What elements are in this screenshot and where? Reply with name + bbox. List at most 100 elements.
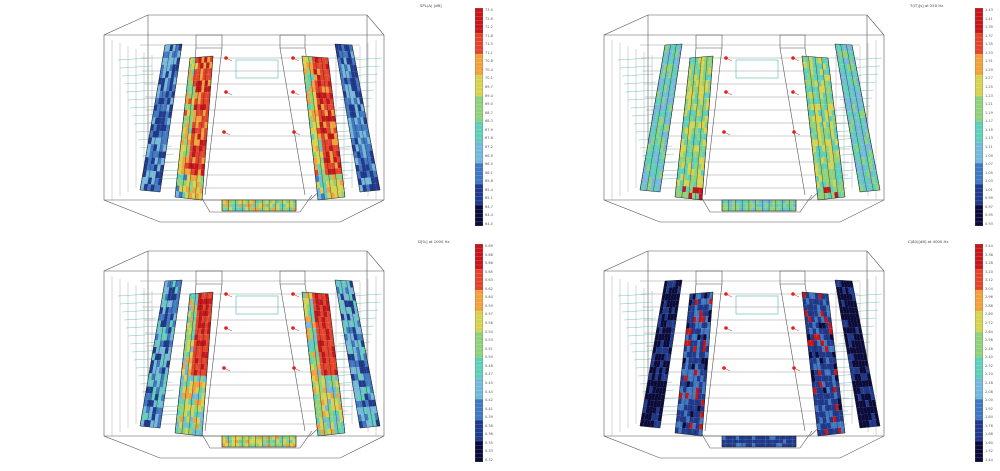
colorbar-tick-label: 0.60 xyxy=(485,295,493,300)
heatmap-inner-left xyxy=(674,55,714,201)
colorbar-tick-label: 64.4 xyxy=(485,213,493,218)
colorbar-tick-label: 2.48 xyxy=(985,346,993,351)
colorbar-tick-label: 71.1 xyxy=(485,50,493,55)
colorbar-ticks-d50: 0.69 0.68 0.66 0.65 0.63 0.62 0.60 0.59 0.57 0.56… xyxy=(485,244,500,462)
colorbar-tick-label: 0.57 xyxy=(485,312,493,317)
colorbar-tick-label: 1.44 xyxy=(985,458,993,462)
heatmap-stage xyxy=(221,435,297,448)
colorbar-tick-label: 0.65 xyxy=(485,269,493,274)
colorbar-tick-label: 72.2 xyxy=(485,25,493,30)
scene-c80 xyxy=(603,250,885,459)
colorbar-tick-label: 1.37 xyxy=(985,33,993,38)
colorbar-title-spl: SPL(A) [dB] xyxy=(420,3,442,8)
colorbar-tick-label: 65.8 xyxy=(485,179,493,184)
colorbar-tick-label: 1.11 xyxy=(985,144,993,149)
heatmap-stage xyxy=(221,199,297,212)
colorbar-tick-label: 3.12 xyxy=(985,278,993,283)
heatmap-stage xyxy=(721,199,797,212)
colorbar-tick-label: 67.6 xyxy=(485,136,493,141)
heatmap-inner-right xyxy=(301,55,346,201)
panel-t30: T(IT)[s] at 250 Hz 1.43 1.41 1.39 1.37 1.35 1… xyxy=(500,0,1000,235)
heatmap-inner-right xyxy=(301,291,346,437)
colorbar-tick-label: 69.7 xyxy=(485,85,493,90)
colorbar-c80 xyxy=(975,244,983,462)
colorbar-tick-label: 71.8 xyxy=(485,33,493,38)
heatmap-inner-left xyxy=(674,291,714,437)
colorbar-tick-label: 1.05 xyxy=(985,170,993,175)
colorbar-tick-label: 2.56 xyxy=(985,338,993,343)
colorbar-tick-label: 3.04 xyxy=(985,286,993,291)
colorbar-tick-label: 1.29 xyxy=(985,67,993,72)
colorbar-tick-label: 2.32 xyxy=(985,363,993,368)
colorbar-tick-label: 1.43 xyxy=(985,8,993,12)
colorbar-tick-label: 64.0 xyxy=(485,222,493,226)
colorbar-tick-label: 1.13 xyxy=(985,136,993,141)
colorbar-tick-label: 1.17 xyxy=(985,119,993,124)
colorbar-tick-label: 1.25 xyxy=(985,85,993,90)
colorbar-tick-label: 0.44 xyxy=(485,389,493,394)
scene-d50 xyxy=(103,250,385,459)
colorbar-tick-label: 0.51 xyxy=(485,346,493,351)
source-markers xyxy=(722,292,801,372)
colorbar-tick-label: 0.99 xyxy=(985,196,993,201)
colorbar-tick-label: 3.44 xyxy=(985,244,993,248)
colorbar-gradient xyxy=(975,244,983,462)
colorbar-tick-label: 66.1 xyxy=(485,170,493,175)
colorbar-tick-label: 0.97 xyxy=(985,204,993,209)
colorbar-tick-label: 1.03 xyxy=(985,179,993,184)
colorbar-tick-label: 1.39 xyxy=(985,25,993,30)
heatmap-outer-right xyxy=(834,279,881,429)
heatmap-outer-right xyxy=(334,43,381,193)
colorbar-tick-label: 0.69 xyxy=(485,244,493,248)
colorbar-gradient xyxy=(975,8,983,226)
colorbar-tick-label: 2.24 xyxy=(985,372,993,377)
colorbar-tick-label: 1.07 xyxy=(985,162,993,167)
colorbar-tick-label: 70.8 xyxy=(485,59,493,64)
heatmap-outer-left xyxy=(139,279,183,429)
source-markers xyxy=(722,56,801,136)
colorbar-tick-label: 0.33 xyxy=(485,449,493,454)
colorbar-tick-label: 0.41 xyxy=(485,406,493,411)
colorbar-tick-label: 0.35 xyxy=(485,440,493,445)
colorbar-tick-label: 0.54 xyxy=(485,329,493,334)
colorbar-tick-label: 1.09 xyxy=(985,153,993,158)
colorbar-tick-label: 66.9 xyxy=(485,153,493,158)
panel-spl: SPL(A) [dB] 73.0 72.6 72.2 71.8 71.5 71.1 70.8… xyxy=(0,0,500,235)
heatmap-outer-right xyxy=(334,279,381,429)
colorbar-tick-label: 0.48 xyxy=(485,363,493,368)
source-markers xyxy=(222,56,301,136)
colorbar-tick-label: 1.84 xyxy=(985,415,993,420)
scene-spl xyxy=(103,14,385,223)
colorbar-ticks-spl: 73.0 72.6 72.2 71.8 71.5 71.1 70.8 70.4 70.1 69.7… xyxy=(485,8,500,226)
heatmap-outer-right xyxy=(834,43,881,193)
colorbar-tick-label: 0.59 xyxy=(485,303,493,308)
heatmap-stage xyxy=(721,435,797,448)
colorbar-tick-label: 0.39 xyxy=(485,415,493,420)
heatmap-outer-left xyxy=(639,43,683,193)
colorbar-title-t30: T(IT)[s] at 250 Hz xyxy=(910,3,944,8)
colorbar-tick-label: 0.95 xyxy=(985,213,993,218)
colorbar-tick-label: 0.50 xyxy=(485,355,493,360)
colorbar-tick-label: 2.64 xyxy=(985,329,993,334)
colorbar-tick-label: 2.72 xyxy=(985,321,993,326)
colorbar-title-d50: D[%] at 1000 Hz xyxy=(418,239,450,244)
colorbar-tick-label: 2.16 xyxy=(985,380,993,385)
colorbar-tick-label: 0.42 xyxy=(485,398,493,403)
colorbar-tick-label: 68.7 xyxy=(485,110,493,115)
colorbar-tick-label: 1.92 xyxy=(985,406,993,411)
colorbar-ticks-c80: 3.44 3.36 3.28 3.20 3.12 3.04 2.96 2.88 2.80 2.72… xyxy=(985,244,1000,462)
colorbar-tick-label: 70.4 xyxy=(485,67,493,72)
colorbar-tick-label: 1.41 xyxy=(985,16,993,21)
colorbar-ticks-t30: 1.43 1.41 1.39 1.37 1.35 1.33 1.31 1.29 1.27 1.25… xyxy=(985,8,1000,226)
colorbar-tick-label: 0.93 xyxy=(985,222,993,226)
source-markers xyxy=(222,292,301,372)
colorbar-tick-label: 1.27 xyxy=(985,76,993,81)
colorbar-tick-label: 72.6 xyxy=(485,16,493,21)
colorbar-tick-label: 0.32 xyxy=(485,458,493,462)
colorbar-tick-label: 0.36 xyxy=(485,432,493,437)
colorbar-tick-label: 2.80 xyxy=(985,312,993,317)
colorbar-tick-label: 0.45 xyxy=(485,380,493,385)
heatmap-inner-left xyxy=(174,55,214,201)
colorbar-tick-label: 69.4 xyxy=(485,93,493,98)
colorbar-tick-label: 2.88 xyxy=(985,303,993,308)
